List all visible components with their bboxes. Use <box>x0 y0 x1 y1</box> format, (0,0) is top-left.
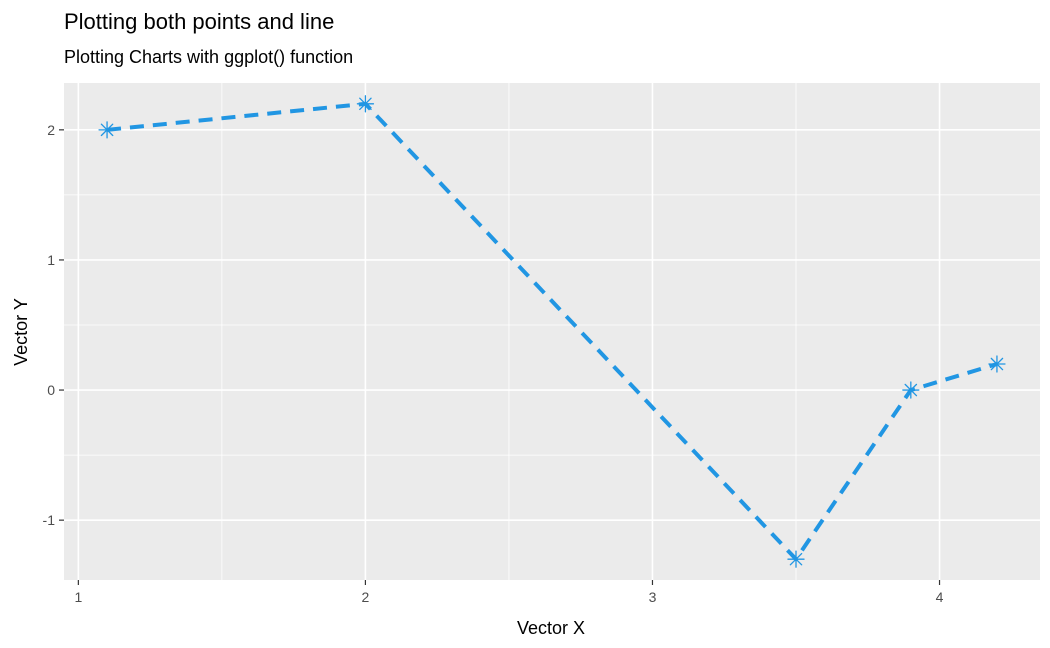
y-tick-label: -1 <box>43 512 56 528</box>
x-tick-label: 2 <box>362 589 370 605</box>
minor-gridlines <box>64 83 1040 580</box>
y-tick-label: 2 <box>47 122 55 138</box>
data-point-asterisk <box>787 550 805 568</box>
y-axis: -1 0 1 2 <box>43 122 64 528</box>
y-tick-label: 1 <box>47 252 55 268</box>
series-layer <box>98 95 1006 568</box>
data-point-asterisk <box>988 355 1006 373</box>
y-tick-label: 0 <box>47 382 55 398</box>
y-axis-title: Vector Y <box>11 298 31 366</box>
data-point-asterisk <box>902 381 920 399</box>
x-axis: 1 2 3 4 <box>74 580 944 605</box>
data-point-asterisk <box>356 95 375 113</box>
x-tick-label: 1 <box>74 589 82 605</box>
chart-title: Plotting both points and line <box>64 9 334 34</box>
major-gridlines <box>64 83 1040 580</box>
data-point-asterisk <box>98 121 116 139</box>
chart-subtitle: Plotting Charts with ggplot() function <box>64 47 353 67</box>
x-tick-label: 4 <box>936 589 944 605</box>
plot-panel <box>64 83 1040 580</box>
x-tick-label: 3 <box>649 589 657 605</box>
x-axis-title: Vector X <box>517 618 585 638</box>
